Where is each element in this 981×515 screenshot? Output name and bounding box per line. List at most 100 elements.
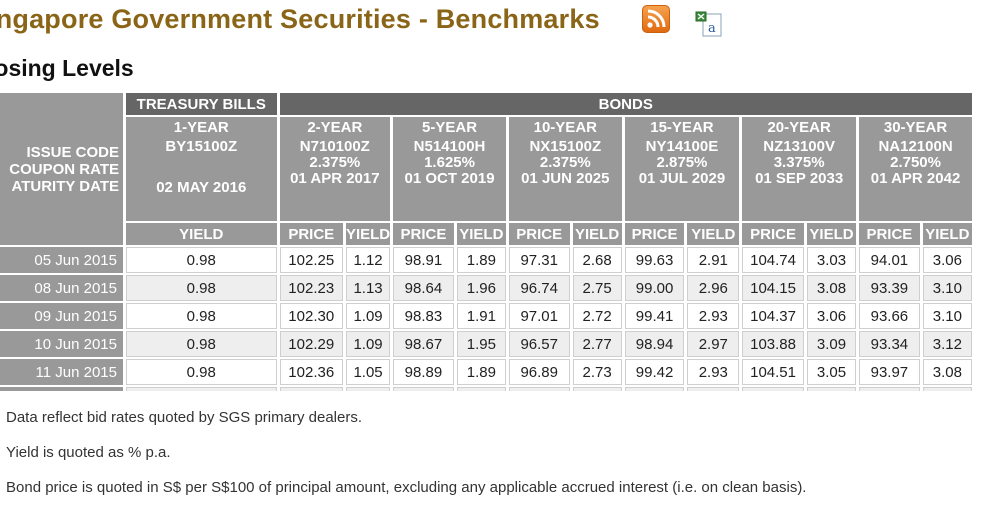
table-cell: 99.00 xyxy=(624,275,685,301)
table-cell: 0.98 xyxy=(126,359,277,385)
maturity-date: 01 JUL 2029 xyxy=(638,170,726,187)
price-subheader: PRICE xyxy=(859,223,920,245)
table-cell: 98.67 xyxy=(393,331,454,357)
table-cell: 0.98 xyxy=(126,387,277,391)
maturity-date: 01 SEP 2033 xyxy=(755,170,844,187)
table-cell: 2.75 xyxy=(572,275,622,301)
benchmarks-table-container: ISSUE CODE COUPON RATE ATURITY DATE TREA… xyxy=(0,91,981,391)
row-date: 05 Jun 2015 xyxy=(0,247,123,273)
benchmarks-table: ISSUE CODE COUPON RATE ATURITY DATE TREA… xyxy=(0,91,975,391)
table-cell: 2.93 xyxy=(687,359,740,385)
price-subheader: PRICE xyxy=(279,223,343,245)
table-cell: 94.01 xyxy=(859,247,920,273)
footnote-dealers: Data reflect bid rates quoted by SGS pri… xyxy=(6,409,363,426)
table-cell: 2.89 xyxy=(687,387,740,391)
tenor-label: 2-YEAR xyxy=(307,119,363,136)
table-cell: 98.91 xyxy=(393,247,454,273)
row-date: 08 Jun 2015 xyxy=(0,275,123,301)
table-cell: 102.29 xyxy=(279,331,343,357)
table-cell: 94.82 xyxy=(859,387,920,391)
table-cell: 103.88 xyxy=(742,331,804,357)
table-cell: 98.89 xyxy=(393,359,454,385)
tenor-label: 20-YEAR xyxy=(767,119,831,136)
rss-feed-icon[interactable] xyxy=(642,5,670,33)
table-cell: 102.36 xyxy=(279,359,343,385)
coupon-rate xyxy=(126,158,277,174)
coupon-rate: 3.375% xyxy=(773,154,825,171)
table-cell: 0.98 xyxy=(126,331,277,357)
yield-subheader: YIELD xyxy=(345,223,391,245)
maturity-date: 01 OCT 2019 xyxy=(404,170,495,187)
table-cell: 3.12 xyxy=(922,331,972,357)
table-cell: 1.09 xyxy=(345,303,391,329)
table-cell: 2.72 xyxy=(572,303,622,329)
issue-code-label: ISSUE CODE xyxy=(26,143,119,161)
column-side-labels: ISSUE CODE COUPON RATE ATURITY DATE xyxy=(0,93,123,245)
table-cell: 2.73 xyxy=(572,359,622,385)
table-row: 11 Jun 2015 0.98 102.36 1.05 98.89 1.89 96.89 2… xyxy=(0,359,972,385)
excel-download-icon[interactable]: a xyxy=(694,10,724,38)
table-cell: 102.37 xyxy=(279,387,343,391)
yield-subheader: YIELD xyxy=(806,223,857,245)
maturity-date: 01 APR 2017 xyxy=(290,170,380,187)
table-cell: 99.41 xyxy=(624,303,685,329)
table-cell: 3.05 xyxy=(806,359,857,385)
table-cell: 102.25 xyxy=(279,247,343,273)
page-title: ingapore Government Securities - Benchma… xyxy=(0,4,600,34)
table-cell: 1.13 xyxy=(345,275,391,301)
table-row: 08 Jun 2015 0.98 102.23 1.13 98.64 1.96 96.74 2… xyxy=(0,275,972,301)
maturity-date: 01 APR 2042 xyxy=(870,170,961,187)
table-cell: 97.01 xyxy=(508,303,570,329)
table-cell: 3.06 xyxy=(922,247,972,273)
yield-subheader: YIELD xyxy=(572,223,622,245)
table-row: 05 Jun 2015 0.98 102.25 1.12 98.91 1.89 97.31 2… xyxy=(0,247,972,273)
table-cell: 3.09 xyxy=(806,331,857,357)
table-cell: 99.63 xyxy=(624,247,685,273)
table-row: 12 Jun 20150.98102.371.0498.911.8997.242… xyxy=(0,387,972,391)
column-header-1y: 1-YEAR BY15100Z 02 MAY 2016 xyxy=(126,117,277,221)
table-cell: 3.06 xyxy=(806,303,857,329)
table-row: 10 Jun 2015 0.98 102.29 1.09 98.67 1.95 96.57 2… xyxy=(0,331,972,357)
table-cell: 1.95 xyxy=(456,331,506,357)
table-cell: 1.91 xyxy=(456,303,506,329)
table-row: 09 Jun 2015 0.98 102.30 1.09 98.83 1.91 97.01 2… xyxy=(0,303,972,329)
table-cell: 96.89 xyxy=(508,359,570,385)
yield-subheader: YIELD xyxy=(126,223,277,245)
coupon-rate-label: COUPON RATE xyxy=(9,160,119,178)
row-date: 10 Jun 2015 xyxy=(0,331,123,357)
table-cell: 97.24 xyxy=(508,387,570,391)
table-cell: 1.89 xyxy=(456,387,506,391)
table-cell: 3.10 xyxy=(922,275,972,301)
tenor-label: 30-YEAR xyxy=(883,119,948,136)
coupon-rate: 1.625% xyxy=(424,154,475,171)
table-cell: 102.30 xyxy=(279,303,343,329)
issue-code: N514100H xyxy=(413,138,486,155)
bonds-header: BONDS xyxy=(279,93,972,115)
tenor-label: 1-YEAR xyxy=(173,119,229,136)
table-cell: 0.98 xyxy=(126,247,277,273)
table-cell: 1.89 xyxy=(456,359,506,385)
table-cell: 2.97 xyxy=(687,331,740,357)
table-cell: 96.57 xyxy=(508,331,570,357)
price-subheader: PRICE xyxy=(508,223,570,245)
price-subheader: PRICE xyxy=(742,223,804,245)
table-cell: 3.03 xyxy=(922,387,972,391)
table-cell: 2.91 xyxy=(687,247,740,273)
coupon-rate: 2.750% xyxy=(890,154,941,171)
table-cell: 104.74 xyxy=(742,247,804,273)
maturity-date-label: ATURITY DATE xyxy=(11,177,120,195)
footnotes: Data reflect bid rates quoted by SGS pri… xyxy=(6,408,806,513)
yield-subheader: YIELD xyxy=(687,223,740,245)
maturity-date: 01 JUN 2025 xyxy=(521,170,610,187)
table-cell: 93.97 xyxy=(859,359,920,385)
table-cell: 93.66 xyxy=(859,303,920,329)
coupon-rate: 2.375% xyxy=(539,154,591,171)
table-cell: 104.15 xyxy=(742,275,804,301)
price-subheader: PRICE xyxy=(624,223,685,245)
coupon-rate: 2.375% xyxy=(309,154,361,171)
table-cell: 102.23 xyxy=(279,275,343,301)
svg-text:a: a xyxy=(708,21,716,36)
table-cell: 98.94 xyxy=(624,331,685,357)
table-cell: 2.69 xyxy=(572,387,622,391)
table-cell: 3.10 xyxy=(922,303,972,329)
